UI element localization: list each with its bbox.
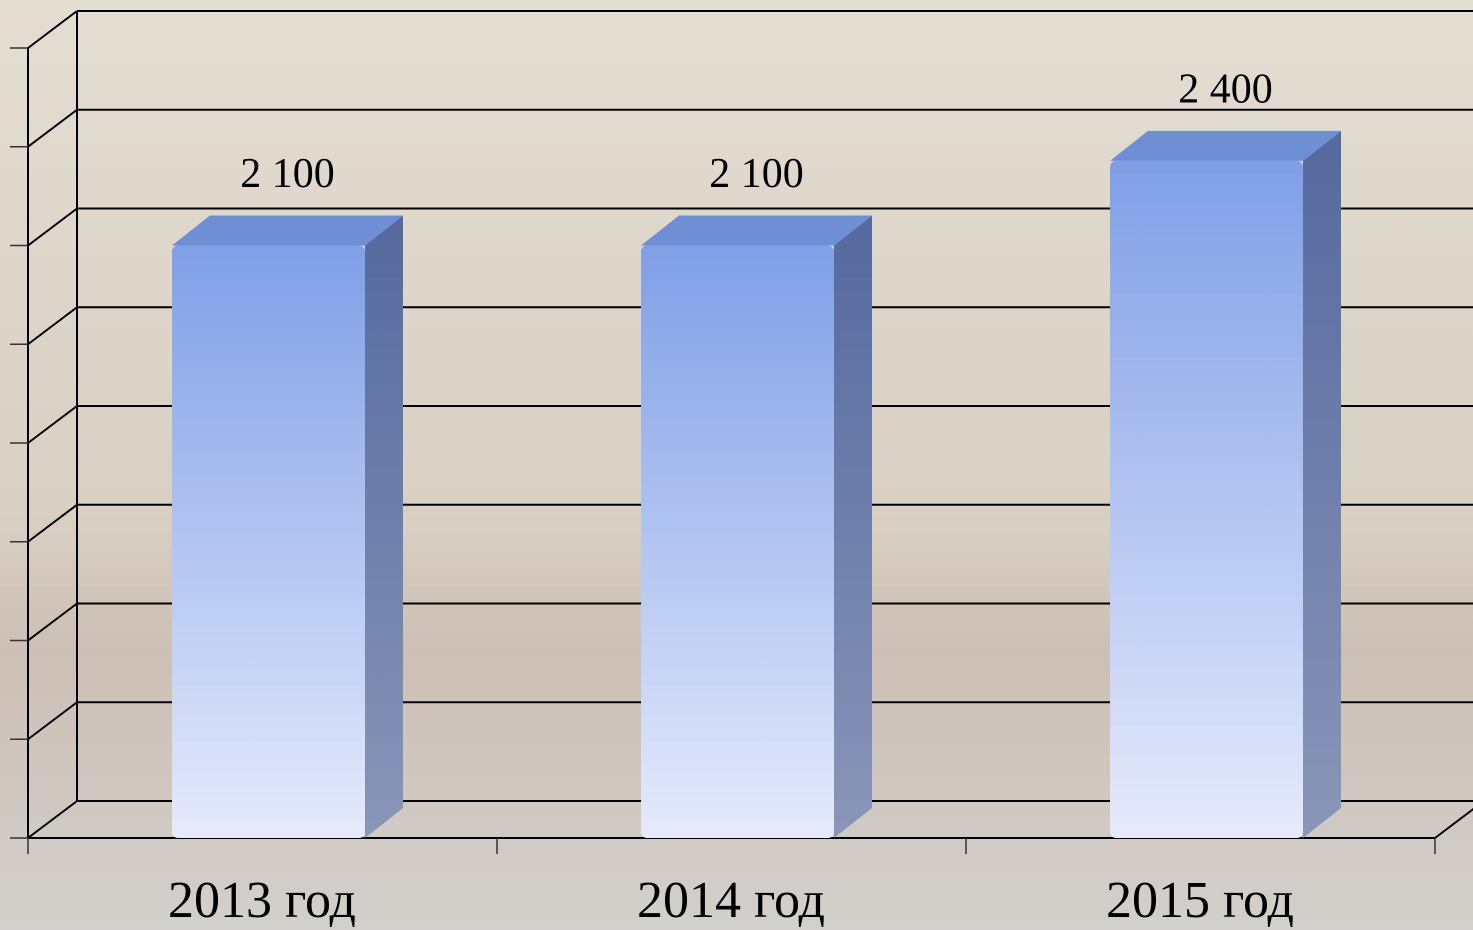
bar — [641, 246, 834, 839]
bar — [172, 246, 365, 839]
value-label: 2 100 — [709, 151, 804, 197]
x-tick-label: 2015 год — [1106, 872, 1294, 929]
value-label: 2 100 — [240, 151, 335, 197]
bar-side — [834, 216, 872, 839]
x-tick-label: 2013 год — [168, 872, 356, 929]
page: 2 1002013 год2 1002014 год2 4002015 год … — [0, 0, 1473, 930]
bar — [1110, 161, 1303, 838]
bar-side — [365, 216, 403, 839]
bar-top — [641, 216, 872, 246]
bar-side — [1303, 131, 1341, 838]
x-tick-label: 2014 год — [637, 872, 825, 929]
bar-top — [1110, 131, 1341, 161]
bar-top — [172, 216, 403, 246]
chart: 2 100 2013 год 2 100 2014 год 2 400 2015 год — [0, 0, 1473, 930]
value-label: 2 400 — [1178, 66, 1273, 112]
